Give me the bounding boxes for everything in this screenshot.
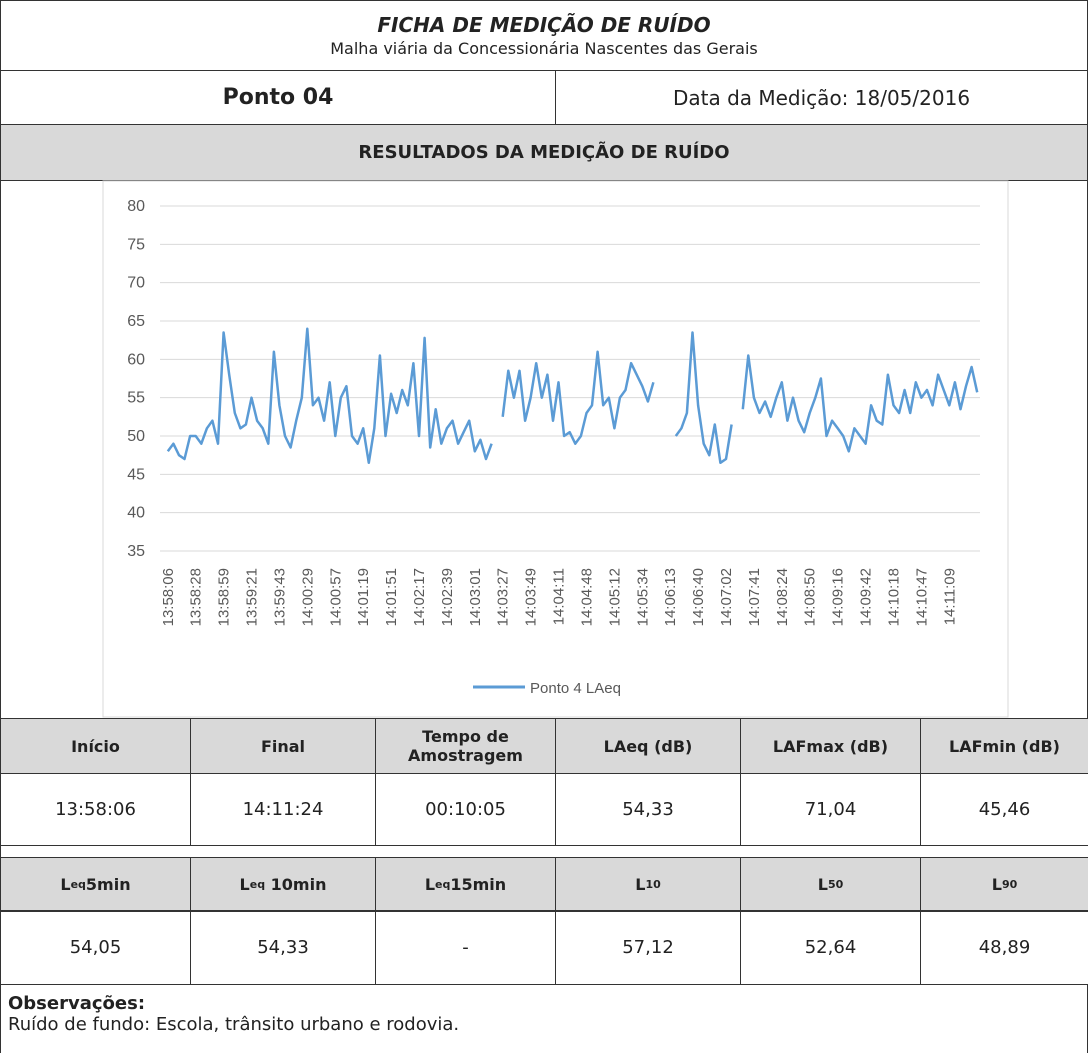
header-base: L: [239, 875, 250, 894]
x-tick-label: 14:01:51: [383, 568, 400, 626]
y-tick-label: 65: [127, 313, 145, 330]
x-tick-label: 14:10:47: [913, 568, 930, 626]
header-rest: 15min: [450, 875, 507, 894]
x-tick-label: 14:00:29: [299, 568, 316, 626]
header-rest: 5min: [85, 875, 131, 894]
table-cell: 13:58:06: [0, 773, 191, 846]
header-base: L: [635, 875, 646, 894]
x-tick-label: 14:06:13: [662, 568, 679, 626]
legend-label: Ponto 4 LAeq: [530, 680, 621, 697]
header-sub: 10: [645, 878, 661, 891]
x-tick-label: 14:00:57: [327, 568, 344, 626]
observations: Observações: Ruído de fundo: Escola, trâ…: [0, 984, 1088, 1053]
header-base: L: [60, 875, 71, 894]
table-header: L 50: [740, 857, 921, 912]
header-sub: eq: [249, 878, 266, 891]
date: Data da Medição: 18/05/2016: [555, 70, 1088, 125]
x-tick-label: 14:05:12: [606, 568, 623, 626]
table-header: LAeq (dB): [555, 718, 741, 774]
y-tick-label: 70: [127, 275, 145, 292]
x-tick-label: 14:11:09: [941, 568, 958, 625]
x-tick-label: 14:01:19: [355, 568, 372, 626]
observations-title: Observações:: [8, 993, 146, 1014]
header-rest: 10min: [265, 875, 327, 894]
header-sub: eq: [435, 878, 451, 891]
header-base: L: [817, 875, 828, 894]
table-header: Final: [190, 718, 376, 774]
x-tick-label: 14:08:24: [774, 568, 791, 626]
header-sub: 50: [827, 878, 844, 891]
x-tick-label: 14:06:40: [690, 568, 707, 626]
table-header: L 10: [555, 857, 741, 912]
x-tick-label: 14:03:27: [495, 568, 512, 626]
x-tick-label: 14:09:42: [858, 568, 875, 626]
data-line: [166, 327, 979, 465]
table-cell: 57,12: [555, 910, 741, 985]
x-tick-label: 14:04:48: [578, 568, 595, 626]
table-cell: 00:10:05: [375, 773, 556, 846]
header-sub: 90: [1001, 878, 1018, 891]
header-text: LAFmin (dB): [949, 736, 1060, 756]
x-tick-label: 14:10:18: [885, 568, 902, 626]
x-tick-label: 14:08:50: [802, 568, 819, 626]
title-block: FICHA DE MEDIÇÃO DE RUÍDO Malha viária d…: [0, 0, 1088, 71]
y-tick-label: 75: [127, 236, 145, 253]
y-tick-label: 50: [127, 428, 145, 445]
table-cell: 54,33: [555, 773, 741, 846]
table-cell: 54,33: [190, 910, 376, 985]
subtitle: Malha viária da Concessionária Nascentes…: [330, 39, 758, 58]
table-cell: 54,05: [0, 910, 191, 985]
y-tick-label: 45: [127, 466, 145, 483]
x-tick-label: 14:02:17: [411, 568, 428, 626]
table-cell: 45,46: [920, 773, 1088, 846]
x-tick-label: 14:09:16: [830, 568, 847, 626]
table-cell: -: [375, 910, 556, 985]
x-tick-label: 14:03:01: [467, 568, 484, 626]
y-tick-label: 40: [127, 505, 145, 522]
header-text: Tempo de Amostragem: [408, 727, 523, 765]
y-tick-label: 60: [127, 351, 145, 368]
x-tick-label: 14:02:39: [439, 568, 456, 626]
observations-text: Ruído de fundo: Escola, trânsito urbano …: [8, 1014, 460, 1035]
table-header: LAFmax (dB): [740, 718, 921, 774]
x-tick-label: 13:59:43: [271, 568, 288, 626]
table-header: Tempo de Amostragem: [375, 718, 556, 774]
y-tick-label: 35: [127, 543, 145, 560]
y-tick-label: 80: [127, 198, 145, 215]
x-tick-label: 14:04:11: [551, 568, 568, 625]
title: FICHA DE MEDIÇÃO DE RUÍDO: [377, 13, 711, 37]
point: Ponto 04: [0, 70, 556, 125]
table-cell: 71,04: [740, 773, 921, 846]
x-tick-label: 13:58:06: [160, 568, 177, 626]
header-base: L: [424, 875, 436, 894]
x-tick-label: 14:03:49: [523, 568, 540, 626]
x-tick-label: 14:07:02: [718, 568, 735, 626]
header-text: LAFmax (dB): [772, 736, 889, 756]
y-tick-label: 55: [127, 390, 145, 407]
x-tick-label: 13:59:21: [244, 568, 261, 626]
table-header: LAFmin (dB): [920, 718, 1088, 774]
table-header: Início: [0, 718, 191, 774]
table-cell: 14:11:24: [190, 773, 376, 846]
header-text: Final: [260, 736, 306, 756]
x-tick-label: 14:05:34: [634, 568, 651, 626]
chart: 35 40 45 50 55 60 65 70 75 80 13:58:06 13:58:28 13:5…: [102, 180, 1009, 718]
header-base: L: [991, 875, 1002, 894]
section-title: RESULTADOS DA MEDIÇÃO DE RUÍDO: [0, 124, 1088, 181]
header-sub: eq: [70, 878, 86, 891]
x-tick-label: 14:07:41: [746, 568, 763, 626]
x-tick-label: 13:58:59: [216, 568, 233, 626]
x-tick-label: 13:58:28: [188, 568, 205, 626]
header-text: Início: [71, 736, 120, 756]
table-cell: 48,89: [920, 910, 1088, 985]
table-cell: 52,64: [740, 910, 921, 985]
table-header: L 90: [920, 857, 1088, 912]
chart-area: [102, 180, 1009, 718]
header-text: LAeq (dB): [603, 736, 693, 756]
